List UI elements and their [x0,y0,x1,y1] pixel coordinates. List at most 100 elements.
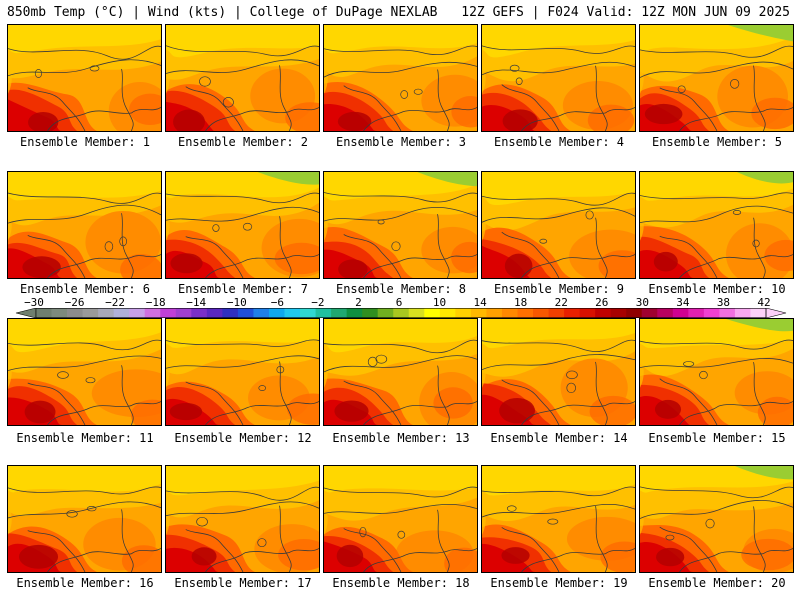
ensemble-member-label: Ensemble Member: 2 [177,135,309,149]
colorbar-segment [331,308,348,318]
colorbar-segment [237,308,254,318]
colorbar-segment [579,308,596,318]
ensemble-map-panel[interactable] [323,171,478,279]
temperature-map [324,319,477,425]
colorbar-segment [501,308,518,318]
colorbar-segment [393,308,410,318]
colorbar-segment [98,308,115,318]
ensemble-member-label: Ensemble Member: 8 [335,282,467,296]
colorbar-tick-label: 18 [514,296,528,309]
colorbar-segment [688,308,705,318]
colorbar-segment [470,308,487,318]
colorbar-segment [703,308,720,318]
colorbar-segment [253,308,270,318]
ensemble-map-panel[interactable] [481,465,636,573]
ensemble-map-panel[interactable] [323,465,478,573]
colorbar-segment [175,308,192,318]
colorbar-segment [424,308,441,318]
ensemble-member-label: Ensemble Member: 11 [16,431,154,445]
temperature-map [8,25,161,131]
colorbar-segment [284,308,301,318]
colorbar-segment [222,308,239,318]
ensemble-member-label: Ensemble Member: 1 [19,135,151,149]
colorbar-segment [268,308,285,318]
colorbar-segment [408,308,425,318]
colorbar-segment [548,308,565,318]
ensemble-map-panel[interactable] [323,318,478,426]
ensemble-map-panel[interactable] [7,24,162,132]
colorbar-segment [734,308,751,318]
colorbar-segment [300,308,316,318]
colorbar-segment [362,308,379,318]
temperature-map [166,25,319,131]
temperature-map [640,25,793,131]
ensemble-member-label: Ensemble Member: 9 [493,282,625,296]
colorbar-tick-label: 42 [757,296,771,309]
ensemble-member-label: Ensemble Member: 5 [651,135,783,149]
colorbar-tick-label: −30 [24,296,44,309]
temperature-map [166,172,319,278]
colorbar-scale [15,308,787,318]
colorbar-tick-label: 2 [355,296,362,309]
ensemble-map-panel[interactable] [639,24,794,132]
temperature-map [166,319,319,425]
ensemble-map-panel[interactable] [165,24,320,132]
ensemble-member-label: Ensemble Member: 7 [177,282,309,296]
ensemble-map-panel[interactable] [639,465,794,573]
ensemble-map-panel[interactable] [7,465,162,573]
ensemble-map-panel[interactable] [481,318,636,426]
temperature-map [8,319,161,425]
colorbar-segment [672,308,689,318]
temperature-map [8,172,161,278]
ensemble-map-panel[interactable] [7,171,162,279]
colorbar-segment [82,308,99,318]
temperature-map [482,172,635,278]
ensemble-map-panel[interactable] [165,465,320,573]
colorbar-segment [439,308,456,318]
colorbar-tick-label: 10 [432,296,447,309]
colorbar-segment [626,308,643,318]
colorbar-tick-label: −26 [64,296,85,309]
colorbar-segment [160,308,177,318]
colorbar-segment [750,308,767,318]
colorbar-tick-label: 26 [595,296,609,309]
temperature-map [482,319,635,425]
ensemble-map-panel[interactable] [639,171,794,279]
ensemble-map-panel[interactable] [165,318,320,426]
colorbar-min-arrow [15,308,37,318]
ensemble-member-label: Ensemble Member: 20 [648,576,786,590]
ensemble-member-label: Ensemble Member: 3 [335,135,467,149]
colorbar-tick-label: −22 [105,296,126,309]
valid-time: 12Z GEFS | F024 Valid: 12Z MON JUN 09 20… [461,5,790,20]
temperature-colorbar: −30 −26 −22 −18 −14 −10 −6 −2 2 6 10 14 18 22 26 30 34 38… [0,297,800,321]
temperature-map [482,466,635,572]
ensemble-map-panel[interactable] [323,24,478,132]
colorbar-segment [206,308,223,318]
colorbar-segment [641,308,658,318]
ensemble-map-panel[interactable] [639,318,794,426]
ensemble-member-label: Ensemble Member: 16 [16,576,154,590]
colorbar-segment [486,308,503,318]
colorbar-tick-label: 30 [635,296,649,309]
ensemble-member-label: Ensemble Member: 18 [332,576,470,590]
colorbar-segment [191,308,208,318]
ensemble-map-panel[interactable] [7,318,162,426]
ensemble-map-panel[interactable] [481,171,636,279]
colorbar-segment [610,308,627,318]
colorbar-segment [719,308,736,318]
ensemble-map-panel[interactable] [481,24,636,132]
ensemble-map-panel[interactable] [165,171,320,279]
colorbar-segment [346,308,363,318]
colorbar-segment [113,308,130,318]
colorbar-segment [657,308,674,318]
colorbar-tick-label: 6 [395,296,403,309]
colorbar-segment [67,308,83,318]
colorbar-segment [315,308,332,318]
colorbar-segment [564,308,581,318]
colorbar-tick-label: −2 [311,296,325,309]
colorbar-segment [51,308,68,318]
ensemble-member-label: Ensemble Member: 14 [490,431,628,445]
map-title: 850mb Temp (°C) | Wind (kts) | College o… [7,5,438,20]
ensemble-member-label: Ensemble Member: 6 [19,282,151,296]
colorbar-segment [455,308,472,318]
